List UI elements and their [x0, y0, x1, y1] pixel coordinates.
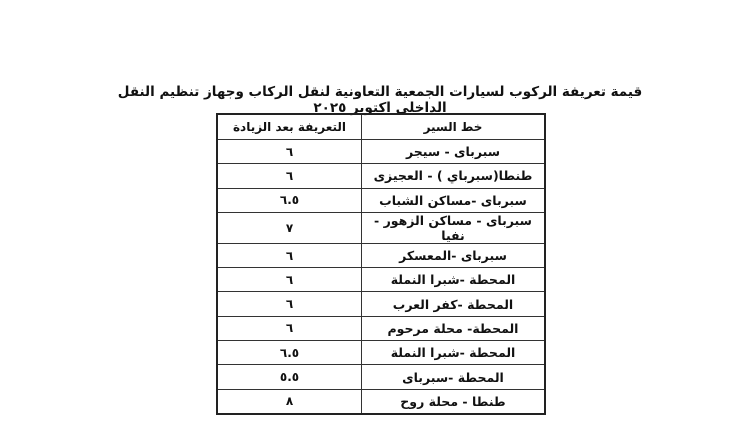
fare-cell: ٨ [216, 388, 362, 415]
table-row: المحطة -شبرا النملة ٦ [216, 267, 546, 293]
route-cell: طنطا(سبرباي ) - العجيزى [361, 163, 546, 189]
table-row: سبرباى -مساكن الشباب ٦.٥ [216, 187, 546, 213]
route-cell: سبرباى -مساكن الشباب [361, 187, 546, 213]
table-row: طنطا(سبرباي ) - العجيزى ٦ [216, 163, 546, 189]
fare-cell: ٥.٥ [216, 364, 362, 390]
fare-cell: ٧ [216, 211, 362, 244]
route-cell: المحطة- محلة مرحوم [361, 315, 546, 342]
table-row: سبرباى -المعسكر ٦ [216, 242, 546, 269]
fare-cell: ٦ [216, 138, 362, 165]
fare-cell: ٦ [216, 267, 362, 293]
route-cell: المحطة -شبرا النملة [361, 340, 546, 366]
route-cell: سبرباى - سيجر [361, 138, 546, 165]
header-fare: التعريفة بعد الزيادة [216, 113, 362, 140]
fare-cell: ٦.٥ [216, 340, 362, 366]
table-row: المحطة- محلة مرحوم ٦ [216, 315, 546, 342]
table-row: سبرباى - سيجر ٦ [216, 138, 546, 165]
fare-cell: ٦ [216, 315, 362, 342]
fare-cell: ٦ [216, 291, 362, 317]
table-row: المحطة -سبرباى ٥.٥ [216, 364, 546, 390]
route-cell: سبرباى - مساكن الزهور - نفيا [361, 211, 546, 244]
route-cell: المحطة -كفر العرب [361, 291, 546, 317]
header-route: خط السير [361, 113, 546, 140]
table-row: سبرباى - مساكن الزهور - نفيا ٧ [216, 211, 546, 244]
table-row: طنطا - محلة روح ٨ [216, 388, 546, 415]
fare-cell: ٦ [216, 242, 362, 269]
route-cell: طنطا - محلة روح [361, 388, 546, 415]
fare-table: خط السير التعريفة بعد الزيادة سبرباى - س… [216, 113, 546, 415]
table-header-row: خط السير التعريفة بعد الزيادة [216, 113, 546, 140]
document-title: قيمة تعريفة الركوب لسيارات الجمعية التعا… [117, 84, 643, 116]
table-row: المحطة -شبرا النملة ٦.٥ [216, 340, 546, 366]
route-cell: المحطة -شبرا النملة [361, 267, 546, 293]
table-row: المحطة -كفر العرب ٦ [216, 291, 546, 317]
route-cell: المحطة -سبرباى [361, 364, 546, 390]
fare-cell: ٦ [216, 163, 362, 189]
fare-cell: ٦.٥ [216, 187, 362, 213]
route-cell: سبرباى -المعسكر [361, 242, 546, 269]
